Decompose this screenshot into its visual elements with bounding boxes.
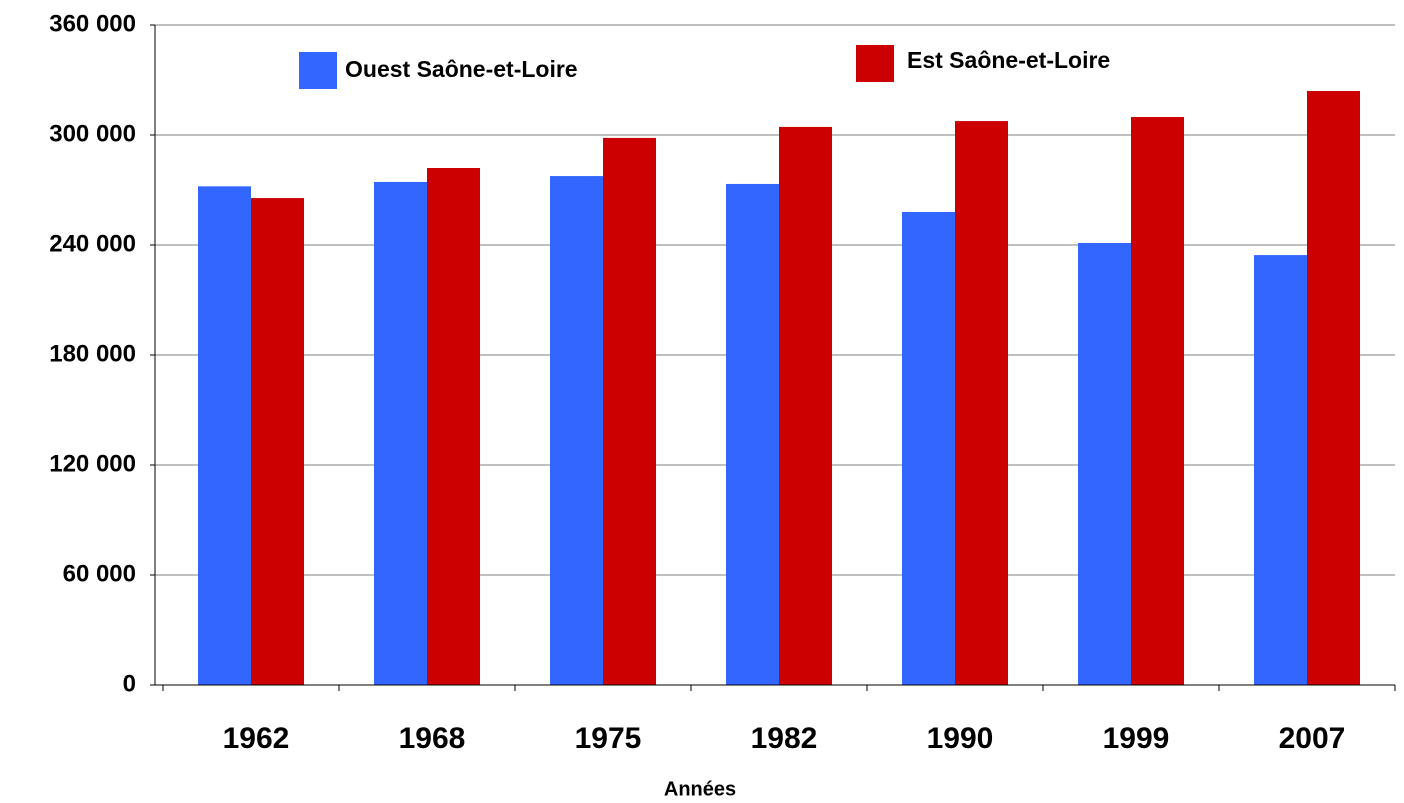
legend-swatch [299,52,337,89]
bar [251,198,304,686]
y-tick-label: 360 000 [49,10,136,37]
bar [902,212,955,685]
bar [198,186,251,686]
x-tick-label: 1962 [223,722,290,755]
x-tick-label: 2007 [1279,722,1346,755]
legend-label: Ouest Saône-et-Loire [345,56,578,82]
y-tick-label: 0 [123,670,136,697]
y-tick-label: 300 000 [49,120,136,147]
x-tick-label: 1990 [927,722,994,755]
bar [427,168,480,685]
bar [1131,117,1184,686]
bar [374,181,427,685]
bar [603,137,656,685]
x-axis-title: Années [664,778,736,800]
bar [726,183,779,685]
x-tick-label: 1999 [1103,722,1170,755]
x-tick-label: 1968 [399,722,466,755]
y-tick-label: 180 000 [49,340,136,367]
legend-label: Est Saône-et-Loire [907,47,1110,73]
y-tick-label: 240 000 [49,230,136,257]
bar [1307,91,1360,685]
bar [955,121,1008,686]
y-tick-label: 60 000 [63,560,136,587]
bar [1254,255,1307,686]
bar [779,126,832,685]
bar [550,176,603,686]
y-tick-label: 120 000 [49,450,136,477]
bar [1078,242,1131,685]
x-tick-label: 1975 [575,722,642,755]
legend-swatch [856,45,894,82]
x-tick-label: 1982 [751,722,818,755]
